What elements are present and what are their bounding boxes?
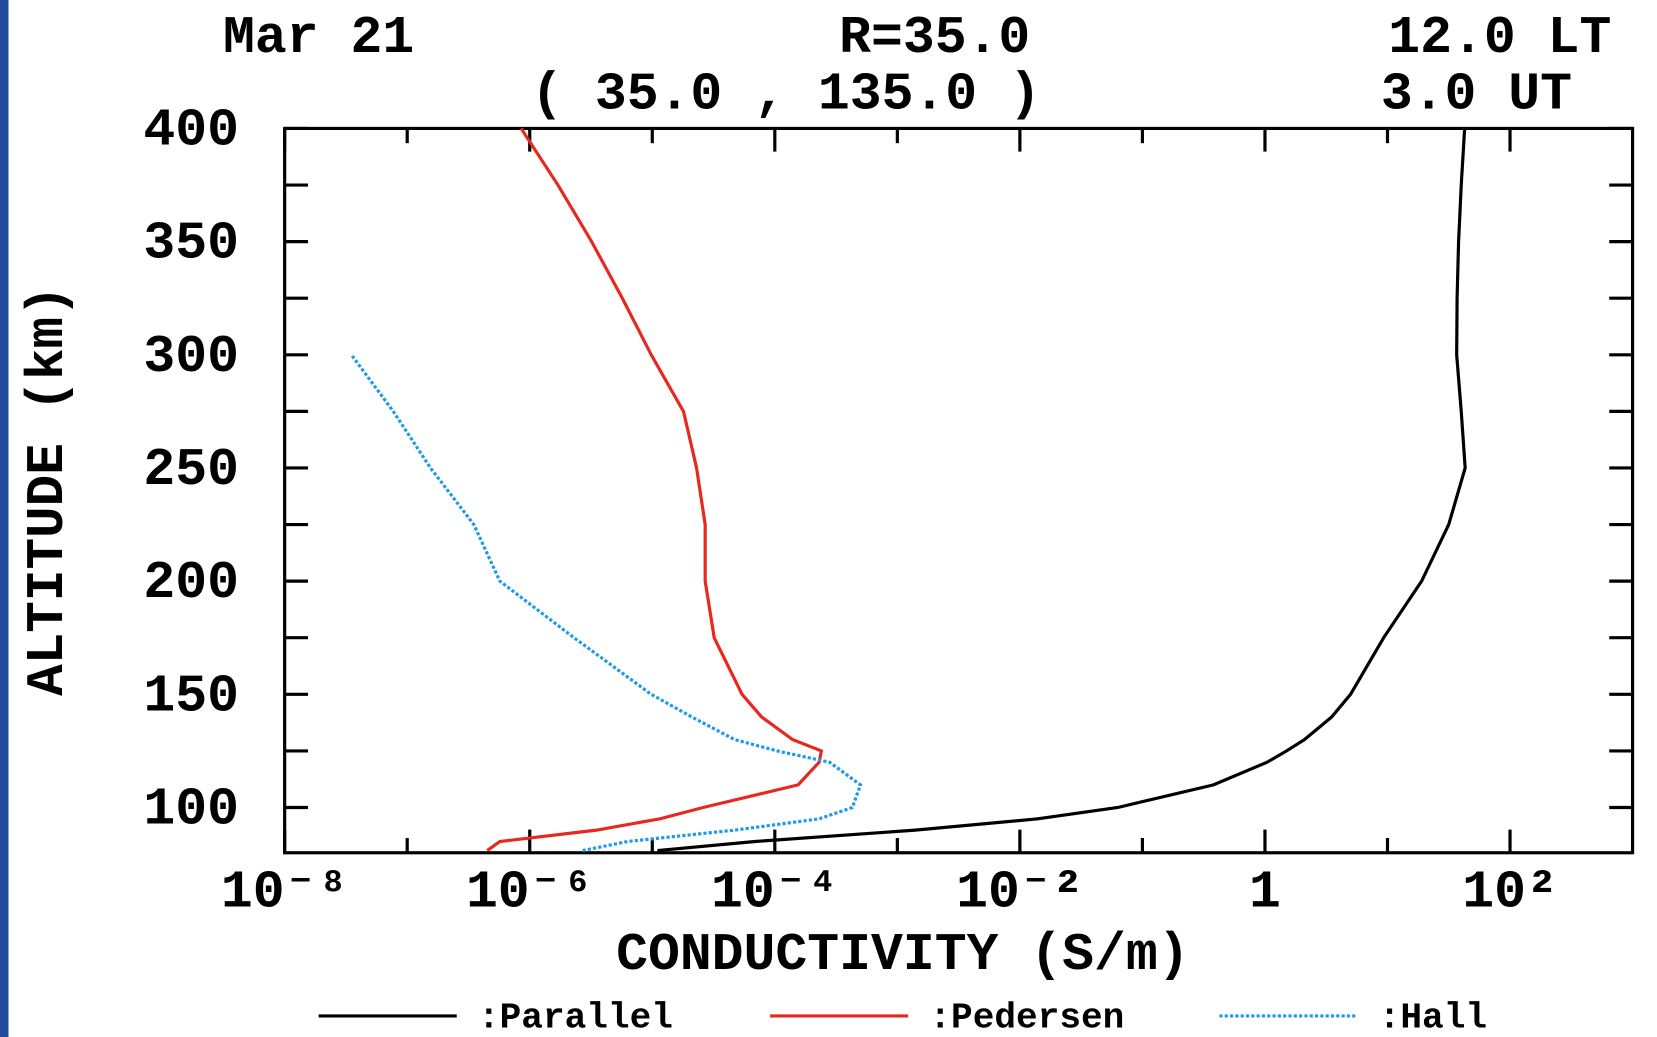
x-tick-label: 10⁻⁴: [711, 863, 839, 923]
legend-label: :Parallel: [478, 998, 673, 1037]
location: ( 35.0 , 135.0 ): [531, 65, 1041, 125]
series-line: [486, 127, 824, 852]
x-tick-label: 10²: [1462, 863, 1558, 923]
y-tick-label: 100: [143, 780, 239, 840]
x-tick-label: 10⁻⁸: [221, 863, 349, 923]
plot-frame: [283, 126, 1635, 855]
edge-strip: [0, 0, 9, 1037]
y-tick-label: 350: [143, 214, 239, 274]
y-tick-label: 400: [143, 101, 239, 161]
y-tick-label: 250: [143, 440, 239, 500]
series-line: [350, 353, 863, 853]
x-tick-label: 10⁻²: [956, 863, 1084, 923]
y-axis-label: ALTITUDE (km): [18, 285, 78, 696]
series-line: [657, 128, 1467, 853]
legend-label: :Pedersen: [929, 998, 1124, 1037]
x-tick-label: 10⁻⁶: [466, 863, 594, 923]
y-tick-label: 300: [143, 327, 239, 387]
date: Mar 21: [223, 8, 414, 68]
y-tick-label: 200: [143, 553, 239, 613]
y-tick-label: 150: [143, 667, 239, 727]
legend-label: :Hall: [1379, 998, 1487, 1037]
universal-time: 3.0 UT: [1381, 65, 1572, 125]
x-axis-label: CONDUCTIVITY (S/m): [616, 925, 1190, 985]
x-tick-label: 1: [1249, 863, 1281, 923]
local-time: 12.0 LT: [1388, 8, 1611, 68]
radius: R=35.0: [839, 8, 1030, 68]
